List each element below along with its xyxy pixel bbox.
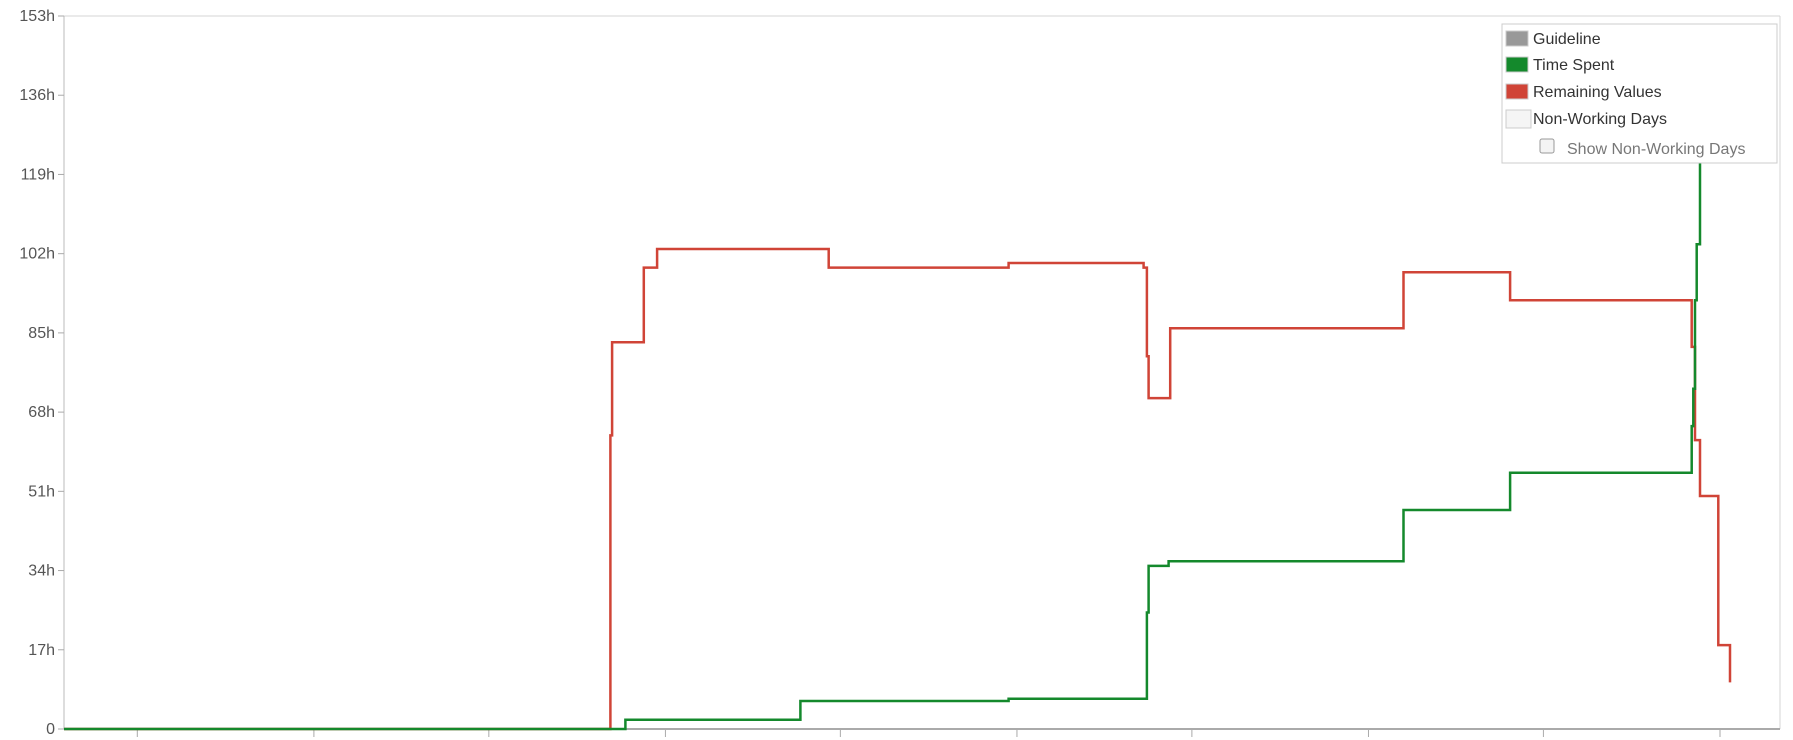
show-non-working-days-checkbox[interactable]	[1539, 138, 1555, 154]
legend-item-guideline: Guideline	[1505, 30, 1601, 48]
x-axis	[136, 729, 1721, 737]
series-line-time-spent	[64, 104, 1702, 731]
legend-item-remaining-values: Remaining Values	[1505, 83, 1662, 101]
legend-swatch-non-working-days	[1505, 109, 1532, 129]
y-tick-label: 136h	[19, 87, 55, 104]
legend-label-guideline: Guideline	[1533, 31, 1601, 48]
legend-swatch-time-spent	[1505, 56, 1529, 73]
y-tick-label: 34h	[28, 563, 55, 580]
y-tick-label: 85h	[28, 325, 55, 342]
legend-item-time-spent: Time Spent	[1505, 56, 1615, 74]
y-tick-label: 119h	[21, 166, 55, 183]
y-tick-label: 68h	[28, 404, 55, 421]
legend-item-non-working-days: Non-Working Days	[1505, 109, 1667, 129]
y-tick-label: 51h	[28, 483, 55, 500]
legend-swatch-guideline	[1505, 30, 1529, 47]
show-non-working-days-toggle[interactable]: Show Non-Working Days	[1539, 138, 1745, 158]
y-tick-label: 102h	[19, 246, 55, 263]
y-tick-label: 0	[46, 721, 55, 738]
show-non-working-days-label[interactable]: Show Non-Working Days	[1567, 141, 1745, 158]
series-layer	[64, 104, 1732, 731]
legend: Guideline Time Spent Remaining Values No…	[1501, 23, 1778, 164]
y-tick-label: 153h	[19, 8, 55, 25]
legend-label-non-working-days: Non-Working Days	[1533, 111, 1667, 128]
y-axis: 0 17h 34h 51h 68h 85h 102h 119h 136h 153h	[19, 8, 64, 738]
legend-label-time-spent: Time Spent	[1533, 57, 1615, 74]
y-tick-label: 17h	[28, 642, 55, 659]
legend-swatch-remaining-values	[1505, 83, 1529, 100]
legend-label-remaining-values: Remaining Values	[1533, 84, 1662, 101]
series-line-remaining-values	[64, 247, 1732, 731]
